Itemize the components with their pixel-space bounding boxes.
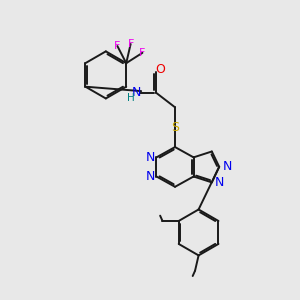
Text: N: N [145, 170, 155, 183]
Text: N: N [223, 160, 232, 173]
Text: F: F [114, 41, 121, 51]
Text: O: O [155, 63, 165, 76]
Text: N: N [145, 151, 155, 164]
Text: F: F [128, 39, 134, 49]
Text: N: N [214, 176, 224, 189]
Text: N: N [132, 86, 141, 99]
Text: H: H [127, 93, 135, 103]
Text: S: S [172, 122, 180, 134]
Text: F: F [139, 48, 146, 58]
